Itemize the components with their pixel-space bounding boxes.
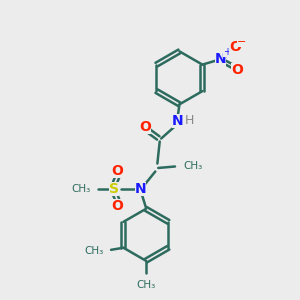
Text: N: N bbox=[215, 52, 226, 66]
Text: O: O bbox=[111, 199, 123, 213]
Text: S: S bbox=[109, 182, 119, 196]
Text: −: − bbox=[237, 37, 247, 46]
Text: O: O bbox=[230, 40, 241, 54]
Text: CH₃: CH₃ bbox=[183, 161, 202, 172]
Text: O: O bbox=[139, 120, 151, 134]
Text: +: + bbox=[223, 47, 230, 57]
Text: O: O bbox=[231, 63, 243, 76]
Text: CH₃: CH₃ bbox=[85, 246, 104, 256]
Text: H: H bbox=[185, 114, 194, 127]
Text: O: O bbox=[111, 164, 123, 178]
Text: N: N bbox=[135, 182, 146, 196]
Text: N: N bbox=[172, 114, 184, 128]
Text: CH₃: CH₃ bbox=[136, 280, 155, 290]
Text: CH₃: CH₃ bbox=[71, 184, 91, 194]
